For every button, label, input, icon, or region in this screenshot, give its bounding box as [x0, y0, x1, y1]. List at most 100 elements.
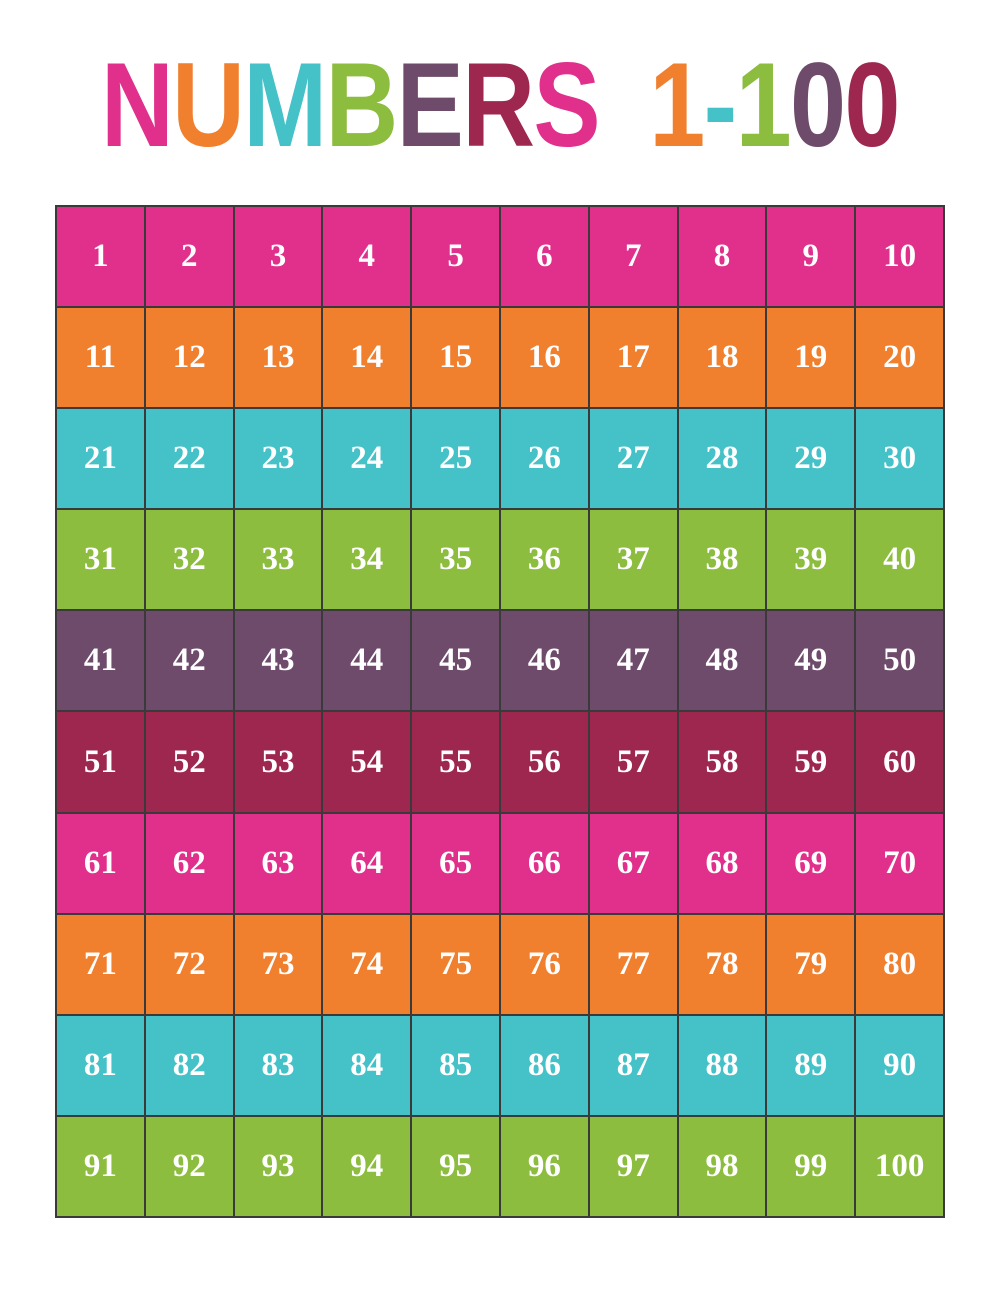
number-cell: 44 [322, 610, 412, 712]
number-cell: 89 [766, 1014, 856, 1116]
number-cell: 99 [766, 1115, 856, 1217]
number-cell: 80 [855, 913, 944, 1015]
number-cell: 28 [677, 408, 767, 510]
number-cell: 58 [677, 711, 767, 813]
number-cell: 23 [233, 408, 323, 510]
number-cell: 27 [588, 408, 678, 510]
number-cell: 42 [144, 610, 234, 712]
number-cell: 90 [855, 1014, 944, 1116]
title-letter: R [462, 38, 535, 172]
number-cell: 45 [411, 610, 500, 712]
number-cell: 87 [588, 1014, 678, 1116]
number-cell: 50 [855, 610, 944, 712]
title-letter: S [533, 38, 600, 172]
number-cell: 82 [144, 1014, 234, 1116]
number-cell: 85 [411, 1014, 500, 1116]
number-cell: 57 [588, 711, 678, 813]
number-cell: 39 [766, 509, 856, 611]
number-cell: 34 [322, 509, 412, 611]
number-cell: 72 [144, 913, 234, 1015]
number-cell: 22 [144, 408, 234, 510]
number-cell: 25 [411, 408, 500, 510]
number-cell: 26 [500, 408, 589, 510]
number-cell: 5 [411, 206, 500, 308]
number-cell: 7 [588, 206, 678, 308]
number-cell: 88 [677, 1014, 767, 1116]
number-cell: 91 [56, 1115, 145, 1217]
number-cell: 98 [677, 1115, 767, 1217]
number-cell: 4 [322, 206, 412, 308]
number-cell: 19 [766, 307, 856, 409]
number-cell: 41 [56, 610, 145, 712]
number-cell: 81 [56, 1014, 145, 1116]
number-cell: 69 [766, 812, 856, 914]
number-cell: 84 [322, 1014, 412, 1116]
number-cell: 100 [855, 1115, 944, 1217]
number-cell: 75 [411, 913, 500, 1015]
number-cell: 8 [677, 206, 767, 308]
number-cell: 86 [500, 1014, 589, 1116]
number-cell: 20 [855, 307, 944, 409]
number-cell: 74 [322, 913, 412, 1015]
title-text: NUMBERS 1-100 [101, 38, 900, 172]
number-cell: 83 [233, 1014, 323, 1116]
number-cell: 9 [766, 206, 856, 308]
number-cell: 43 [233, 610, 323, 712]
number-cell: 2 [144, 206, 234, 308]
number-cell: 93 [233, 1115, 323, 1217]
title-letter: 1 [649, 38, 705, 172]
number-cell: 68 [677, 812, 767, 914]
number-cell: 59 [766, 711, 856, 813]
title-letter: 0 [790, 38, 846, 172]
title-letter: 1 [735, 38, 792, 172]
number-cell: 12 [144, 307, 234, 409]
number-cell: 70 [855, 812, 944, 914]
number-cell: 37 [588, 509, 678, 611]
number-cell: 67 [588, 812, 678, 914]
number-cell: 64 [322, 812, 412, 914]
number-cell: 77 [588, 913, 678, 1015]
number-cell: 49 [766, 610, 856, 712]
title-letter: E [396, 38, 464, 172]
number-cell: 54 [322, 711, 412, 813]
title-letter: N [101, 38, 174, 172]
number-cell: 15 [411, 307, 500, 409]
number-cell: 48 [677, 610, 767, 712]
number-cell: 30 [855, 408, 944, 510]
number-cell: 78 [677, 913, 767, 1015]
number-cell: 96 [500, 1115, 589, 1217]
number-cell: 16 [500, 307, 589, 409]
number-cell: 97 [588, 1115, 678, 1217]
number-cell: 24 [322, 408, 412, 510]
number-cell: 56 [500, 711, 589, 813]
title-letter: 0 [844, 38, 900, 172]
number-cell: 65 [411, 812, 500, 914]
number-cell: 33 [233, 509, 323, 611]
number-cell: 10 [855, 206, 944, 308]
number-cell: 11 [56, 307, 145, 409]
number-grid: 1 2 3 4 5 6 7 8 9 10 11 12 13 14 15 16 17 18 19 20 21 22 23 24 2… [55, 205, 945, 1218]
number-cell: 17 [588, 307, 678, 409]
number-cell: 60 [855, 711, 944, 813]
number-cell: 63 [233, 812, 323, 914]
number-cell: 66 [500, 812, 589, 914]
title-letter: - [703, 38, 738, 172]
number-cell: 53 [233, 711, 323, 813]
number-cell: 61 [56, 812, 145, 914]
title-letter: B [325, 38, 399, 172]
number-cell: 51 [56, 711, 145, 813]
number-cell: 71 [56, 913, 145, 1015]
number-cell: 76 [500, 913, 589, 1015]
number-cell: 13 [233, 307, 323, 409]
number-cell: 94 [322, 1115, 412, 1217]
title-letter: U [172, 38, 245, 172]
number-cell: 29 [766, 408, 856, 510]
number-cell: 92 [144, 1115, 234, 1217]
number-cell: 31 [56, 509, 145, 611]
number-cell: 21 [56, 408, 145, 510]
page-title: NUMBERS 1-100 [0, 40, 1000, 170]
number-cell: 32 [144, 509, 234, 611]
number-cell: 38 [677, 509, 767, 611]
number-cell: 62 [144, 812, 234, 914]
number-cell: 55 [411, 711, 500, 813]
